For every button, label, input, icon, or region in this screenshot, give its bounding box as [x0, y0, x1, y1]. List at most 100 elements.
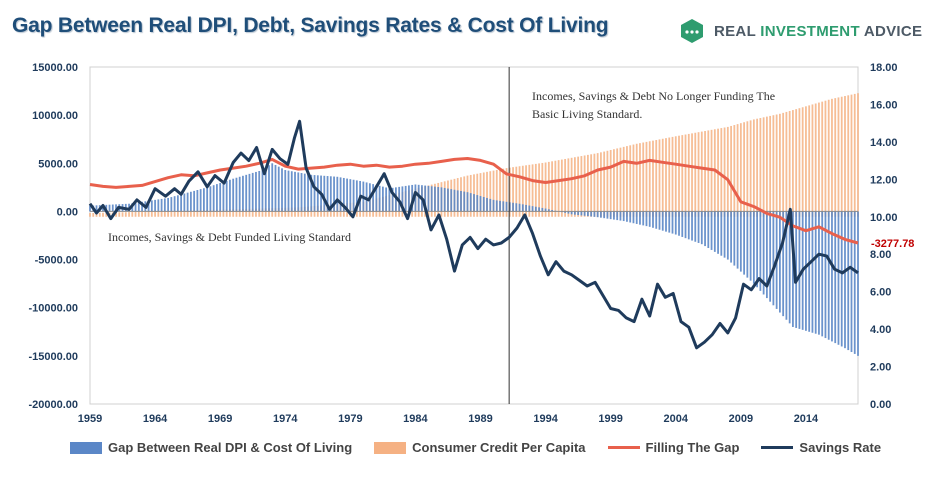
gap-bar [235, 177, 238, 212]
gap-bar [430, 186, 433, 212]
x-axis-tick-label: 1989 [468, 413, 492, 425]
x-axis-tick-label: 1964 [143, 413, 168, 425]
gap-bar [189, 191, 192, 212]
credit-bar [850, 94, 853, 217]
credit-bar [199, 210, 202, 217]
gap-bar [733, 211, 736, 266]
credit-bar [176, 210, 179, 217]
gap-bar [414, 184, 417, 212]
credit-bar [736, 124, 739, 217]
right-axis-tick-label: 8.00 [870, 249, 891, 261]
gap-bar [528, 205, 531, 212]
gap-bar [518, 203, 521, 212]
credit-bar [232, 209, 235, 217]
credit-bar [752, 119, 755, 217]
gap-bar [492, 199, 495, 212]
credit-bar [183, 210, 186, 217]
gap-bar [342, 177, 345, 212]
credit-bar [629, 145, 632, 217]
gap-bar [678, 211, 680, 236]
gap-bar [255, 171, 257, 212]
credit-bar [697, 132, 700, 217]
credit-bar [531, 164, 534, 217]
legend-label-savings: Savings Rate [799, 440, 882, 455]
gap-bar [225, 180, 228, 212]
credit-bar [294, 207, 296, 217]
legend-swatch-fill [607, 446, 640, 449]
gap-bar [844, 211, 846, 349]
gap-bar [173, 196, 176, 212]
gap-bar [577, 211, 580, 216]
legend-swatch-credit [374, 441, 407, 454]
gap-bar [199, 189, 202, 212]
credit-bar [92, 212, 95, 217]
credit-bar [652, 140, 654, 217]
gap-bar [749, 211, 752, 281]
gap-bar [573, 211, 576, 215]
gap-bar [346, 178, 348, 212]
brand-text-b: INVESTMENT [760, 22, 860, 40]
gap-bar [424, 185, 427, 212]
gap-bar [746, 211, 749, 278]
credit-bar [674, 136, 677, 217]
gap-bar [831, 211, 833, 342]
credit-bar [186, 210, 189, 217]
gap-bar [502, 201, 505, 212]
gap-bar [326, 176, 329, 212]
gap-bar [811, 211, 814, 333]
gap-bar [437, 187, 440, 212]
x-axis-tick-label: 1974 [273, 413, 298, 425]
gap-bar [720, 211, 723, 256]
credit-bar [743, 122, 745, 217]
gap-bar [271, 163, 274, 212]
credit-bar [163, 211, 166, 217]
gap-bar [281, 168, 283, 212]
credit-bar [645, 141, 648, 217]
right-axis-tick-label: 16.00 [870, 99, 898, 111]
credit-bar [248, 208, 251, 217]
gap-bar [704, 211, 706, 247]
gap-bar [287, 170, 290, 212]
gap-bar [375, 184, 378, 212]
gap-bar [157, 199, 160, 212]
credit-bar [105, 212, 108, 217]
gap-bar [355, 180, 358, 212]
filling-the-gap-line [89, 157, 859, 245]
gap-bar [788, 211, 791, 324]
left-axis-tick-label: -10000.00 [28, 303, 78, 315]
credit-bar [541, 162, 544, 217]
gap-bar [245, 174, 248, 212]
credit-bar [189, 210, 192, 217]
credit-bar [769, 115, 772, 217]
credit-bar [209, 209, 212, 217]
chart-title: Gap Between Real DPI, Debt, Savings Rate… [12, 14, 609, 37]
gap-bar [170, 197, 173, 212]
gap-bar [378, 185, 381, 212]
gap-bar [212, 185, 215, 212]
credit-bar [756, 118, 759, 217]
gap-bar [294, 171, 296, 212]
combo-chart: 15000.00 10000.00 5000.00 0.00 -5000.00 -1000… [28, 62, 914, 425]
gap-bar [538, 207, 540, 212]
gap-bar [739, 211, 742, 272]
credit-bar [720, 128, 723, 217]
credit-bar [658, 139, 661, 217]
gap-bar [805, 211, 807, 331]
gap-bar [671, 211, 674, 234]
gap-bar [391, 187, 394, 212]
gap-bar [609, 211, 612, 220]
credit-bar [544, 162, 547, 217]
gap-bar [840, 211, 843, 347]
gap-bar [447, 188, 449, 212]
gap-bar [232, 178, 235, 212]
credit-bar [486, 171, 488, 217]
gap-bar [850, 211, 853, 353]
credit-bar [749, 120, 752, 217]
credit-bar [167, 211, 169, 217]
x-axis-tick-label: 1969 [208, 413, 232, 425]
credit-bar [281, 207, 283, 217]
gap-bar [600, 211, 602, 218]
gap-bar [216, 184, 218, 212]
gap-bar [160, 198, 163, 212]
gap-bar [606, 211, 609, 219]
